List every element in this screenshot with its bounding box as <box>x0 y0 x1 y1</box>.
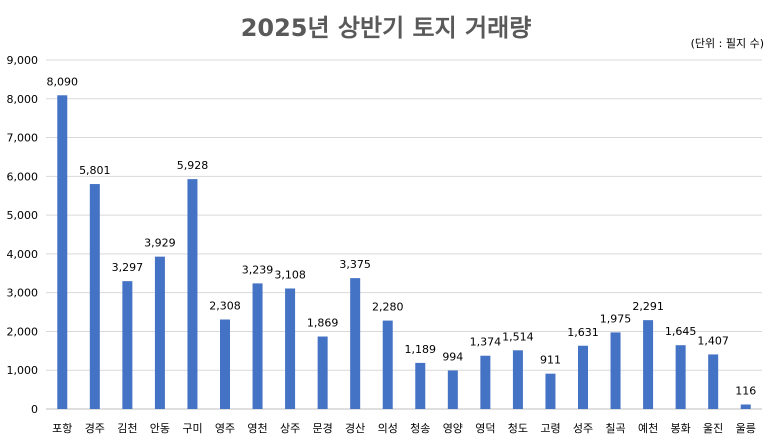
x-tick-label: 안동 <box>150 422 170 435</box>
bar <box>610 332 621 409</box>
bar <box>545 373 556 409</box>
data-label: 3,297 <box>112 261 144 274</box>
x-tick-label: 영덕 <box>475 422 495 435</box>
y-tick-label: 9,000 <box>7 54 39 67</box>
bar <box>675 345 686 409</box>
bar <box>480 355 491 409</box>
bar <box>285 288 296 409</box>
y-tick-label: 5,000 <box>7 209 39 222</box>
x-tick-label: 김천 <box>117 421 137 435</box>
data-label: 1,374 <box>470 336 502 349</box>
unit-note: (단위 : 필지 수) <box>690 37 764 50</box>
y-tick-label: 7,000 <box>7 132 39 145</box>
x-tick-label: 봉화 <box>671 422 691 435</box>
data-label: 1,631 <box>567 326 599 339</box>
data-label: 2,308 <box>209 300 241 313</box>
bar <box>122 281 133 409</box>
bar <box>740 404 751 409</box>
data-label: 5,801 <box>79 164 111 177</box>
y-tick-label: 0 <box>31 403 38 416</box>
x-tick-label: 구미 <box>182 422 202 435</box>
bar <box>350 278 361 409</box>
x-tick-label: 경산 <box>345 422 365 435</box>
chart-title: 2025년 상반기 토지 거래량 <box>240 14 532 42</box>
data-label: 1,975 <box>600 312 632 325</box>
x-tick-label: 예천 <box>638 421 658 435</box>
x-tick-label: 영천 <box>247 421 267 435</box>
x-tick-label: 영주 <box>215 422 235 435</box>
x-tick-label: 경주 <box>85 422 105 435</box>
bar <box>252 283 263 409</box>
bar <box>220 319 230 409</box>
y-tick-label: 2,000 <box>7 325 39 338</box>
data-label: 3,929 <box>144 237 176 250</box>
x-tick-label: 문경 <box>313 422 333 435</box>
x-tick-label: 의성 <box>378 422 398 435</box>
bar <box>317 336 328 409</box>
data-label: 3,239 <box>242 263 274 276</box>
bar <box>447 370 458 409</box>
bar <box>415 362 426 409</box>
data-label: 1,645 <box>665 325 697 338</box>
bar <box>578 345 588 409</box>
y-tick-label: 8,000 <box>7 93 39 106</box>
data-label: 3,375 <box>339 258 371 271</box>
data-label: 911 <box>540 354 561 367</box>
y-tick-label: 1,000 <box>7 364 39 377</box>
y-tick-label: 3,000 <box>7 287 39 300</box>
x-tick-label: 성주 <box>573 422 593 435</box>
x-tick-label: 고령 <box>540 422 560 435</box>
data-label: 8,090 <box>47 75 79 88</box>
bar <box>89 184 100 409</box>
x-tick-label: 영양 <box>443 422 463 435</box>
data-label: 2,291 <box>632 300 664 313</box>
bar <box>187 179 198 409</box>
x-tick-label: 칠곡 <box>605 422 625 435</box>
x-tick-label: 울릉 <box>736 422 756 435</box>
data-label: 3,108 <box>274 268 306 281</box>
data-label: 1,407 <box>697 334 729 347</box>
data-label: 1,869 <box>307 317 339 330</box>
x-tick-label: 울진 <box>703 422 723 435</box>
data-label: 5,928 <box>177 159 209 172</box>
data-label: 1,189 <box>405 343 437 356</box>
bar <box>57 95 68 409</box>
data-label: 1,514 <box>502 330 534 343</box>
bar <box>708 354 719 409</box>
x-tick-label: 포항 <box>52 422 72 435</box>
bar <box>154 256 165 409</box>
bar <box>512 350 523 409</box>
y-tick-label: 6,000 <box>7 170 39 183</box>
data-label: 116 <box>735 385 756 398</box>
y-tick-label: 4,000 <box>7 248 39 261</box>
x-tick-label: 상주 <box>280 422 300 435</box>
data-label: 994 <box>442 350 463 363</box>
bar <box>643 320 654 409</box>
x-tick-label: 청도 <box>508 422 528 435</box>
x-tick-label: 청송 <box>410 422 430 435</box>
bar <box>382 320 393 409</box>
data-label: 2,280 <box>372 301 404 314</box>
